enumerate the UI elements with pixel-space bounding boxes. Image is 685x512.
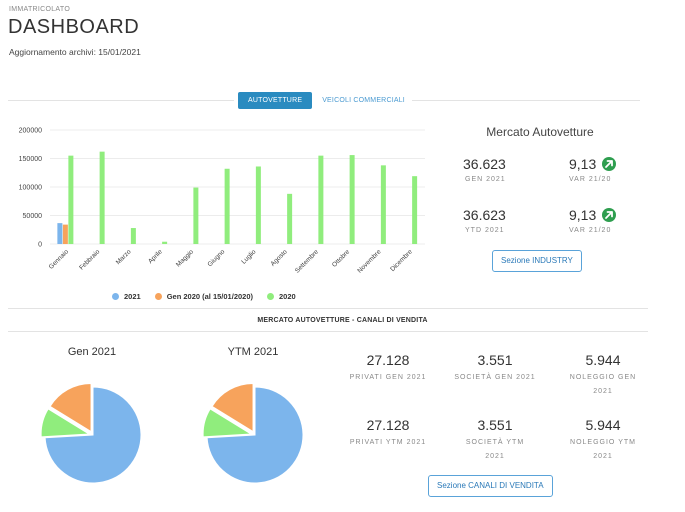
societa-ytm-label: SOCIETÀ YTM 2021 (465, 439, 525, 460)
tab-veicoli-commerciali[interactable]: VEICOLI COMMERCIALI (322, 97, 405, 104)
privati-gen-value: 27.128 (366, 352, 410, 368)
arrow-up-right-icon (602, 208, 616, 222)
x-tick-label: Settembre (294, 248, 320, 274)
y-tick-label: 150000 (19, 156, 42, 163)
legend-dot-icon (154, 293, 162, 300)
pie-slice[interactable] (44, 386, 142, 484)
bar-Gen-gennaio[interactable] (62, 224, 68, 244)
societa-ytm-value: 3.551 (477, 417, 513, 433)
privati-ytm-label: PRIVATI YTM 2021 (349, 439, 427, 446)
x-tick-label: Ottobre (331, 248, 352, 269)
privati-ytm-value: 27.128 (366, 417, 410, 433)
x-tick-label: Marzo (115, 248, 133, 266)
legend-dot-icon (267, 293, 274, 300)
bar-2020-ottobre[interactable] (349, 155, 355, 244)
bar-2021-gennaio[interactable] (57, 223, 63, 244)
legend-label: 2021 (124, 292, 141, 301)
pie-title-gen: Gen 2021 (67, 346, 117, 358)
section-divider (8, 308, 648, 309)
archive-update-label: Aggiornamento archivi: 15/01/2021 (9, 47, 141, 57)
x-tick-label: Novembre (356, 248, 382, 274)
societa-gen-label: SOCIETÀ GEN 2021 (454, 374, 536, 381)
pie-slice[interactable] (49, 383, 92, 433)
y-tick-label: 200000 (19, 128, 42, 135)
bar-2020-aprile[interactable] (162, 241, 168, 244)
legend-item-2020[interactable]: 2020 (267, 292, 296, 301)
bar-2020-settembre[interactable] (318, 155, 324, 244)
section-divider (8, 331, 648, 332)
gen-label: GEN 2021 (465, 176, 506, 183)
industry-section-button[interactable]: Sezione INDUSTRY (492, 250, 582, 272)
societa-gen-value: 3.551 (477, 352, 513, 368)
industry-panel-title: Mercato Autovetture (486, 125, 594, 139)
chart-legend: 2021 Gen 2020 (al 15/01/2020) 2020 (112, 292, 296, 301)
pie-chart-ytm (202, 383, 304, 484)
x-tick-label: Dicembre (389, 248, 414, 273)
arrow-up-right-icon (602, 157, 616, 171)
pie-slice[interactable] (206, 386, 304, 484)
y-tick-label: 100000 (19, 185, 42, 192)
noleggio-gen-label: NOLEGGIO GEN 2021 (569, 374, 637, 395)
bar-2020-luglio[interactable] (255, 166, 261, 244)
pie-chart-gen (40, 383, 142, 484)
bar-2020-maggio[interactable] (193, 187, 199, 244)
ytd-value: 36.623 (463, 207, 506, 223)
x-tick-label: Aprile (147, 248, 164, 265)
noleggio-ytm-value: 5.944 (585, 417, 621, 433)
pie-slice[interactable] (202, 408, 253, 438)
x-tick-label: Luglio (240, 248, 257, 265)
y-tick-label: 50000 (23, 213, 43, 220)
tab-autovetture[interactable]: AUTOVETTURE (238, 92, 313, 109)
tabs-divider-left (8, 100, 234, 101)
x-tick-label: Febbraio (78, 248, 101, 271)
sales-channels-section-button[interactable]: Sezione CANALI DI VENDITA (428, 475, 553, 497)
pie-slice[interactable] (40, 408, 91, 438)
ytd-var-label: VAR 21/20 (569, 227, 612, 234)
y-tick-label: 0 (38, 242, 42, 249)
bar-2020-giugno[interactable] (224, 168, 230, 244)
gen-value: 36.623 (463, 156, 506, 172)
x-tick-label: Gennaio (48, 248, 71, 271)
legend-label: Gen 2020 (al 15/01/2020) (166, 292, 253, 301)
legend-item-2021[interactable]: 2021 (112, 292, 141, 301)
ytd-label: YTD 2021 (465, 227, 505, 234)
bar-2020-marzo[interactable] (130, 228, 136, 244)
legend-item-gen-2020[interactable]: Gen 2020 (al 15/01/2020) (154, 292, 253, 301)
noleggio-gen-value: 5.944 (585, 352, 621, 368)
x-tick-label: Agosto (270, 248, 290, 268)
gen-var-label: VAR 21/20 (569, 176, 612, 183)
noleggio-ytm-label: NOLEGGIO YTM 2021 (570, 439, 636, 460)
monthly-registrations-chart: 0 50000 100000 150000 200000 Gennaio Febbraio M… (19, 128, 425, 275)
page-eyebrow: IMMATRICOLATO (9, 6, 71, 13)
x-tick-label: Giugno (207, 248, 227, 268)
privati-gen-label: PRIVATI GEN 2021 (349, 374, 427, 381)
gen-var-value: 9,13 (569, 156, 597, 172)
pie-title-ytm: YTM 2021 (227, 346, 279, 358)
bar-2020-gennaio[interactable] (68, 155, 74, 244)
pie-slice[interactable] (211, 383, 254, 433)
page-title: DASHBOARD (8, 16, 140, 38)
legend-dot-icon (112, 293, 119, 300)
legend-label: 2020 (279, 292, 296, 301)
tabs-divider-right (412, 100, 640, 101)
ytd-var-value: 9,13 (569, 207, 597, 223)
bar-2020-dicembre[interactable] (412, 176, 418, 244)
vehicle-tabs: AUTOVETTURE VEICOLI COMMERCIALI (238, 92, 415, 109)
sales-channels-section-title: MERCATO AUTOVETTURE - CANALI DI VENDITA (257, 317, 428, 324)
bar-2020-agosto[interactable] (287, 193, 293, 244)
bar-2020-novembre[interactable] (380, 165, 386, 244)
bar-2020-febbraio[interactable] (99, 151, 105, 244)
x-tick-label: Maggio (175, 248, 195, 268)
